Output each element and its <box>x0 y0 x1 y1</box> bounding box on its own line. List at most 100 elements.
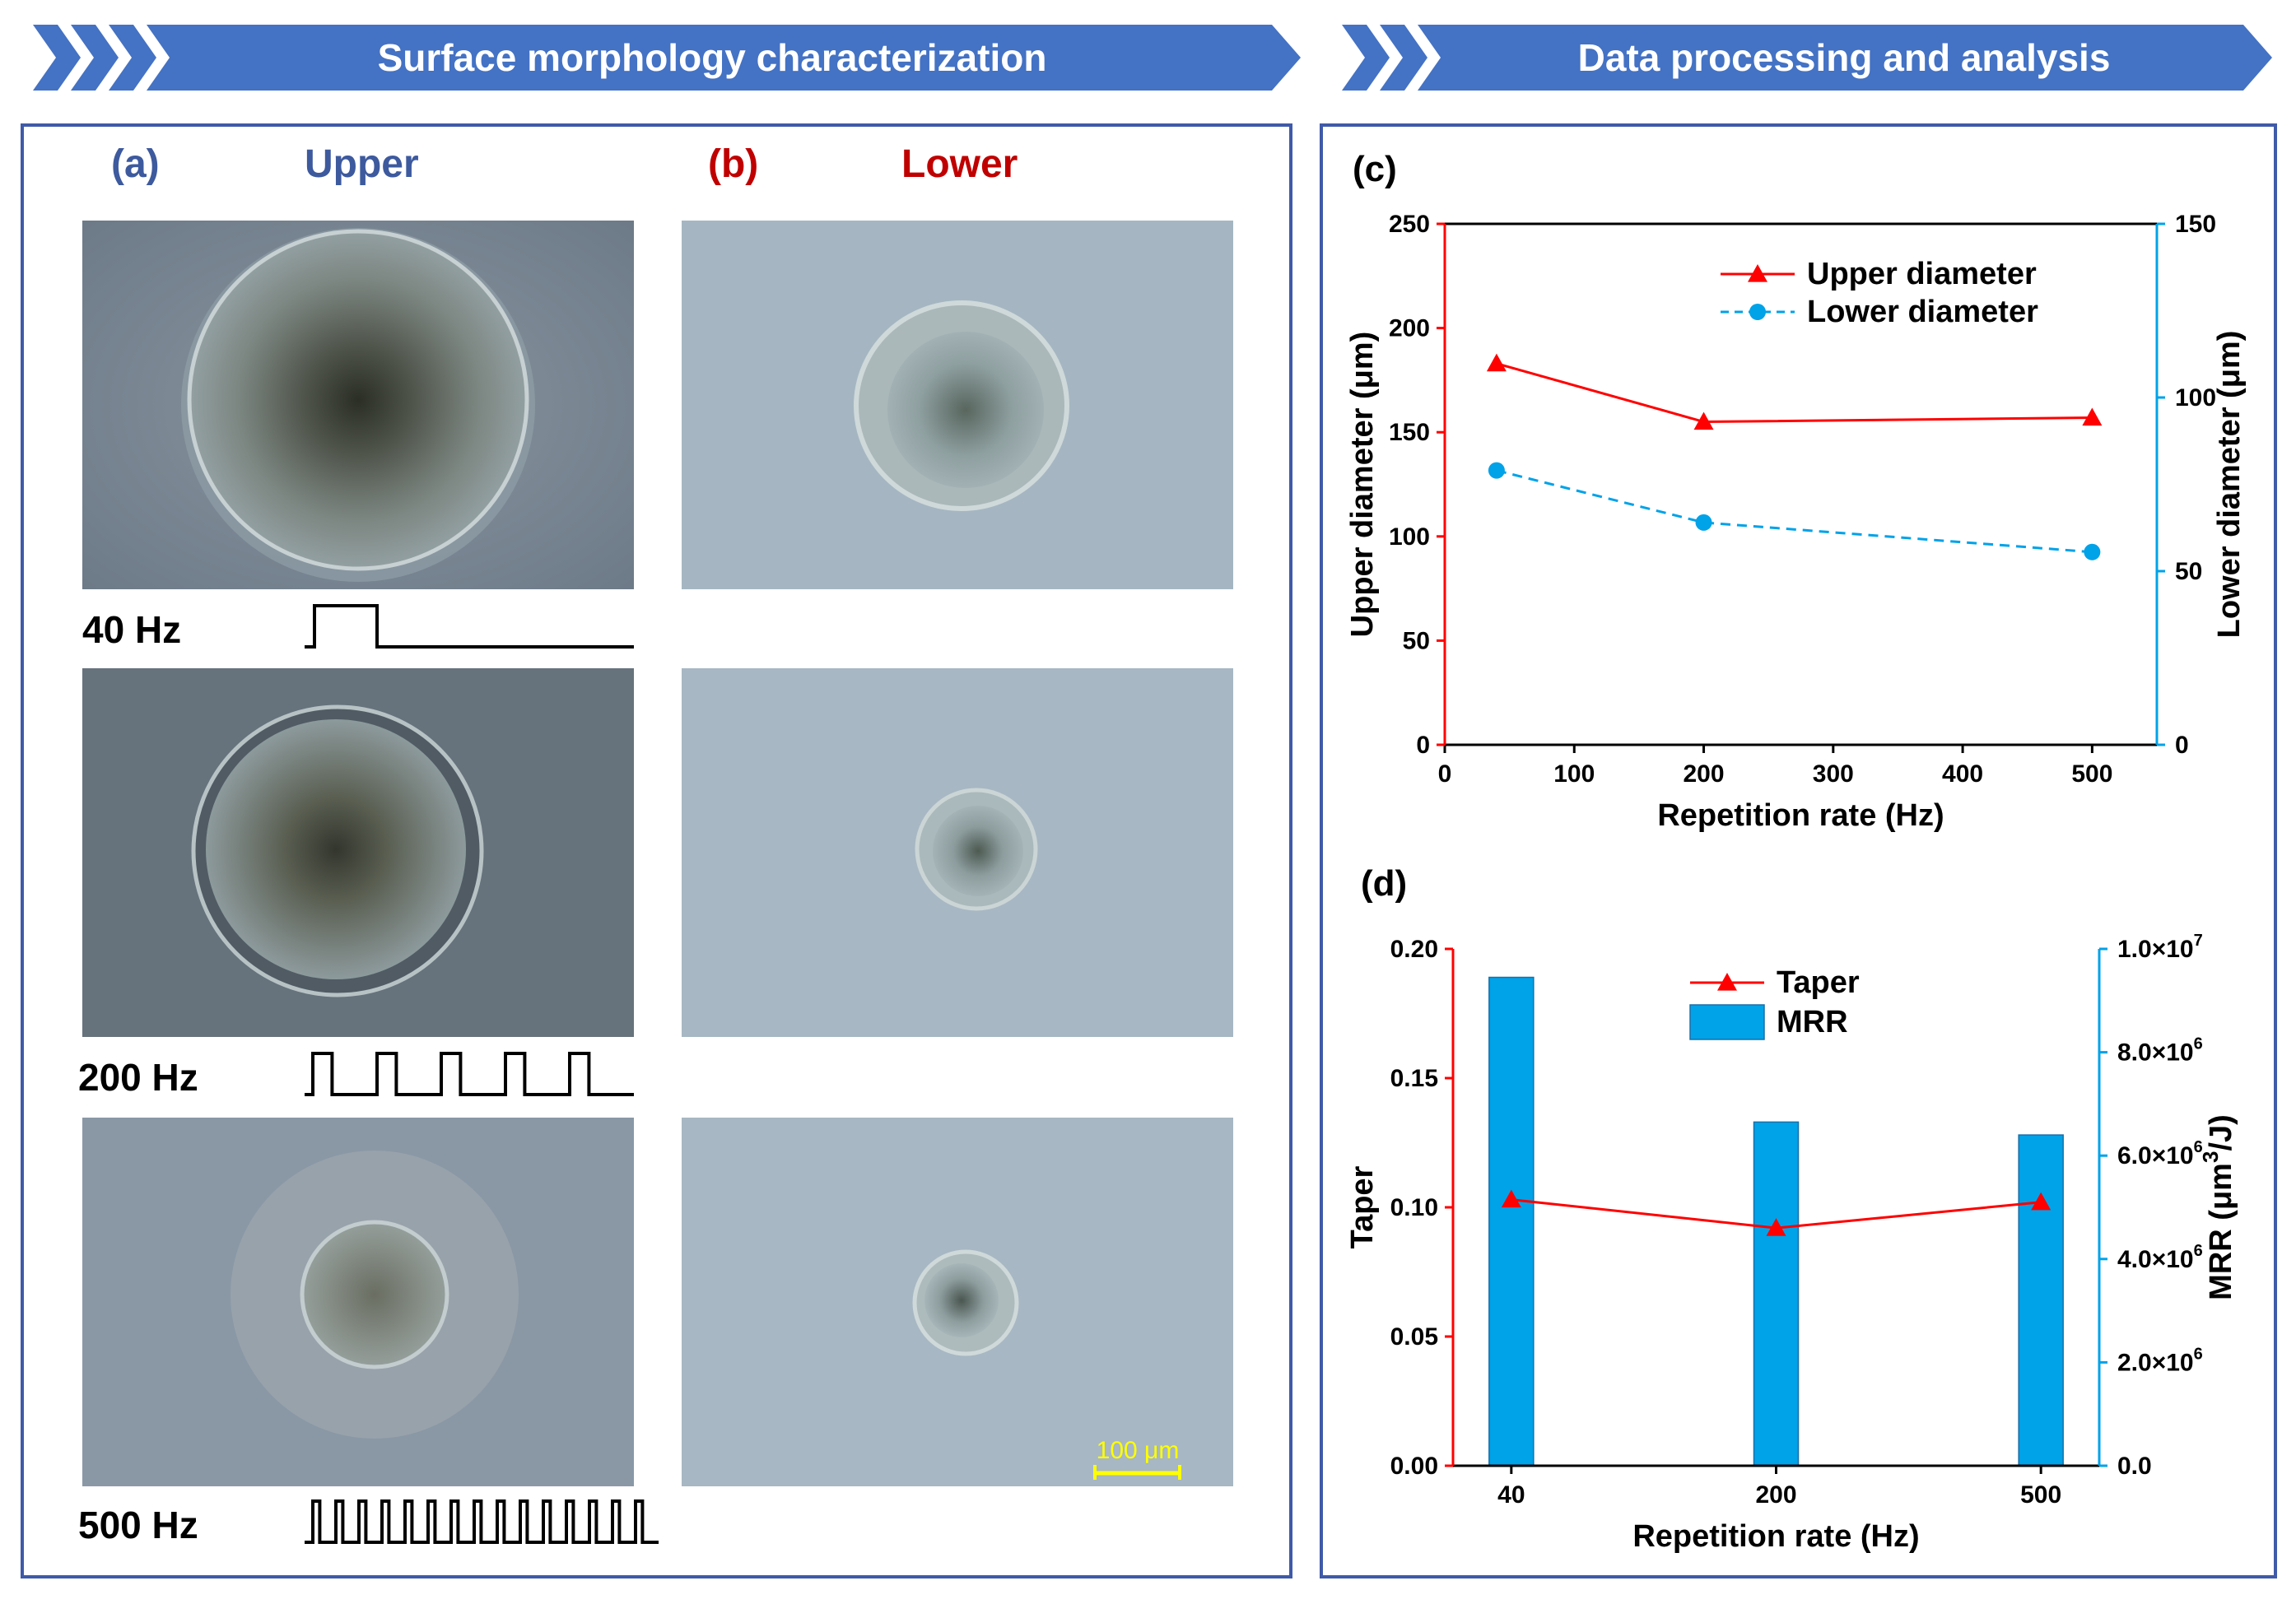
chart-c-lower-point <box>1488 462 1505 479</box>
lower-hole-photo-500hz: 100 μm <box>682 1118 1233 1486</box>
chart-c-y2-tick-label: 150 <box>2175 211 2216 238</box>
chart-d-x-tick-label: 200 <box>1755 1481 1796 1509</box>
right-banner-title: Data processing and analysis <box>1577 36 2111 79</box>
chart-c-lower-point <box>1695 514 1712 531</box>
chart-d-y2-tick-label: 4.0×106 <box>2117 1242 2203 1273</box>
chart-d-y2-tick-mantissa: 2.0×10 <box>2117 1349 2194 1376</box>
chart-d-x-axis-title: Repetition rate (Hz) <box>1632 1519 1919 1554</box>
lower-hole-photo-40hz <box>682 221 1233 589</box>
chart-d-y2-title-part: MRR (μm <box>2204 1163 2238 1300</box>
chart-c-diameter: (c) 0 100 200 300 400 500 0 50 100 150 200 250 0 50 10… <box>1345 149 2247 833</box>
left-banner-arrows <box>33 25 1301 91</box>
upper-panel-label: (a) <box>111 142 160 186</box>
lower-hole-photo-200hz <box>682 668 1233 1037</box>
chart-d-y2-tick-exponent: 6 <box>2194 1242 2203 1260</box>
chart-c-y2-tick-label: 50 <box>2175 558 2202 585</box>
chart-d-y2-tick-exponent: 6 <box>2194 1345 2203 1363</box>
chart-c-x-tick-label: 300 <box>1813 760 1854 788</box>
chart-c-y-tick-label: 100 <box>1389 523 1430 551</box>
chart-d-taper-point <box>1766 1218 1786 1236</box>
left-banner: Surface morphology characterization <box>33 25 1301 91</box>
chart-d-y-tick-label: 0.10 <box>1390 1194 1438 1221</box>
chart-d-mrr-bar <box>2018 1134 2064 1467</box>
chart-d-y2-tick-exponent: 6 <box>2194 1035 2203 1053</box>
chart-c-upper-point <box>1486 353 1507 372</box>
lower-title: Lower <box>901 142 1018 186</box>
chart-d-y-tick-label: 0.15 <box>1390 1065 1438 1092</box>
freq-label-40hz: 40 Hz <box>82 608 182 651</box>
chart-d-panel-label: (d) <box>1361 863 1407 904</box>
chart-c-upper-point <box>1693 411 1714 430</box>
freq-label-500hz: 500 Hz <box>78 1504 198 1546</box>
lower-panel-label: (b) <box>708 142 759 186</box>
pulse-waveform <box>305 1052 634 1096</box>
chart-d-legend-taper-marker <box>1717 973 1737 991</box>
chart-c-upper-line <box>1496 362 2093 424</box>
chart-d-mrr-bar <box>1753 1121 1800 1467</box>
chart-d-y2-tick-mantissa: 1.0×10 <box>2117 936 2194 963</box>
chart-d-x-tick-label: 500 <box>2020 1481 2061 1509</box>
chart-c-x-axis-title: Repetition rate (Hz) <box>1657 798 1944 833</box>
chart-d-y2-tick-exponent: 6 <box>2194 1138 2203 1156</box>
chart-c-y-tick-label: 150 <box>1389 419 1430 446</box>
chart-d-mrr-bar <box>1488 976 1535 1467</box>
chart-d-y2-tick-mantissa: 8.0×10 <box>2117 1039 2194 1067</box>
chart-c-x-tick-label: 200 <box>1684 760 1725 788</box>
chart-c-legend-upper-label: Upper diameter <box>1807 257 2037 291</box>
chart-d-legend-mrr-swatch <box>1689 1004 1765 1040</box>
chart-d-y2-tick-mantissa: 4.0×10 <box>2117 1246 2194 1273</box>
chart-d-x-tick-label: 40 <box>1497 1481 1525 1509</box>
chart-d-y-tick-label: 0.05 <box>1390 1323 1438 1351</box>
pulse-train-500hz <box>305 1499 659 1544</box>
chart-d-y2-tick-label: 2.0×106 <box>2117 1345 2203 1376</box>
upper-hole-photo-500hz <box>82 1118 634 1486</box>
pulse-waveform <box>305 604 634 649</box>
chart-c-lower-point <box>2084 543 2101 560</box>
chart-c-legend-upper-marker <box>1748 264 1767 282</box>
scale-bar-label: 100 μm <box>1097 1437 1180 1464</box>
chart-d-legend-mrr-label: MRR <box>1777 1005 1848 1039</box>
chart-d-y-tick-label: 0.20 <box>1390 936 1438 963</box>
left-banner-title: Surface morphology characterization <box>377 36 1047 79</box>
chart-d-y2-tick-label: 1.0×107 <box>2117 932 2203 963</box>
pulse-waveform <box>305 1499 659 1544</box>
chart-c-y-tick-label: 0 <box>1416 732 1430 759</box>
right-banner: Data processing and analysis <box>1342 25 2272 91</box>
chart-d-y2-tick-exponent: 7 <box>2194 932 2203 950</box>
upper-hole-photo-40hz <box>82 221 634 589</box>
chart-c-y-tick-label: 200 <box>1389 315 1430 342</box>
chart-c-y2-tick-label: 0 <box>2175 732 2189 759</box>
upper-hole-photo-200hz <box>82 668 634 1037</box>
chart-c-y-tick-label: 250 <box>1389 211 1430 238</box>
chart-c-upper-point <box>2082 407 2103 426</box>
chart-c-x-tick-label: 400 <box>1942 760 1983 788</box>
chart-d-y2-title-part: /J) <box>2204 1114 2238 1151</box>
chart-d-y2-tick-label: 6.0×106 <box>2117 1138 2203 1169</box>
chart-d-y2-axis-title: MRR (μm3/J) <box>2198 1114 2238 1300</box>
pulse-train-40hz <box>305 604 634 649</box>
chart-c-x-tick-label: 100 <box>1553 760 1595 788</box>
chart-c-lower-line <box>1496 469 2093 554</box>
chart-d-y2-tick-mantissa: 6.0×10 <box>2117 1142 2194 1169</box>
chart-c-legend-lower-marker <box>1749 304 1766 320</box>
right-banner-arrows <box>1342 25 2272 91</box>
chart-d-y-tick-label: 0.00 <box>1390 1453 1438 1480</box>
chart-c-y-tick-label: 50 <box>1403 627 1430 654</box>
chart-c-x-tick-label: 500 <box>2071 760 2112 788</box>
chart-d-y2-tick-mantissa: 0.0 <box>2117 1453 2152 1480</box>
chart-d-legend-taper-label: Taper <box>1777 965 1860 1000</box>
chart-c-panel-label: (c) <box>1353 149 1397 189</box>
chart-d-taper-point <box>2031 1192 2051 1211</box>
chart-d-taper-point <box>1501 1189 1521 1208</box>
upper-title: Upper <box>305 142 419 186</box>
chart-c-y2-axis-title: Lower diameter (μm) <box>2212 331 2247 639</box>
chart-c-y-axis-title: Upper diameter (μm) <box>1345 332 1380 638</box>
chart-c-x-tick-label: 0 <box>1438 760 1452 788</box>
chart-c-y2-tick-label: 100 <box>2175 384 2216 411</box>
freq-label-200hz: 200 Hz <box>78 1056 198 1099</box>
chart-d-y2-title-superscript: 3 <box>2198 1151 2223 1163</box>
chart-d-y2-tick-label: 0.0 <box>2117 1453 2152 1480</box>
chart-c-legend-lower-label: Lower diameter <box>1807 295 2038 329</box>
chart-d-y-axis-title: Taper <box>1345 1165 1380 1248</box>
chart-d-y2-tick-label: 8.0×106 <box>2117 1035 2203 1067</box>
